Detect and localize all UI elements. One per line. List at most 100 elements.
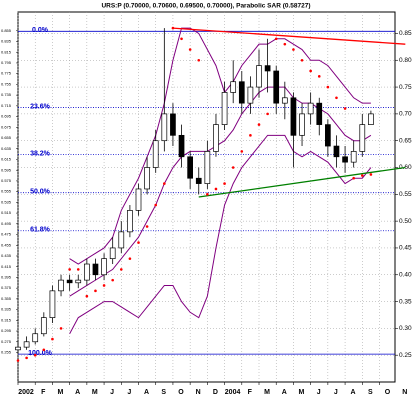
candle-body — [92, 263, 99, 276]
sar-dot — [326, 85, 330, 89]
y-tick-label: 0.70 — [399, 111, 412, 118]
candle-body — [118, 231, 125, 249]
y-left-tick-label: 0.615 — [1, 157, 12, 162]
x-tick-label: F — [41, 389, 46, 396]
y-left-tick-label: 0.275 — [1, 339, 12, 344]
candle-body — [247, 86, 254, 104]
candle-body — [40, 317, 47, 335]
y-tick-label: 0.25 — [399, 352, 412, 359]
x-tick-label: J — [127, 389, 131, 396]
y-left-tick-label: 0.815 — [1, 49, 12, 54]
x-tick-label: 2004 — [225, 389, 241, 396]
y-left-tick-label: 0.295 — [1, 328, 12, 333]
fib-label: 0.0% — [32, 27, 49, 34]
y-left-tick-label: 0.315 — [1, 317, 12, 322]
x-tick-label: A — [351, 389, 356, 396]
sar-dot — [137, 241, 140, 244]
sar-dot — [240, 150, 244, 153]
candle-body — [281, 97, 288, 104]
sar-dot — [343, 107, 347, 110]
candle-body — [109, 247, 116, 260]
sar-dot — [292, 48, 295, 51]
y-tick-label: 0.55 — [399, 191, 412, 198]
candle-body — [66, 279, 73, 284]
sar-dot — [352, 176, 355, 180]
sar-dot — [335, 96, 338, 100]
candle-body — [178, 134, 185, 158]
candle-body — [195, 177, 202, 184]
candle-body — [127, 210, 133, 233]
x-tick-label: J — [334, 389, 338, 396]
candle-body — [238, 81, 245, 104]
candle-body — [307, 102, 314, 115]
y-tick-label: 0.40 — [399, 271, 412, 278]
x-tick-label: A — [75, 389, 80, 396]
sar-dot — [25, 356, 28, 360]
y-left-tick-label: 0.395 — [1, 274, 12, 279]
y-left-tick-label: 0.515 — [1, 210, 12, 215]
y-left-tick-label: 0.555 — [1, 189, 12, 194]
candle-body — [299, 113, 305, 136]
y-left-tick-label: 0.375 — [1, 285, 12, 290]
sar-dot — [188, 48, 192, 51]
candle-body — [213, 124, 219, 152]
sar-dot — [111, 278, 114, 282]
candle-body — [144, 167, 150, 190]
trendline — [172, 27, 406, 45]
y-tick-label: 0.65 — [399, 137, 412, 144]
trendline — [198, 166, 406, 198]
y-left-tick-label: 0.695 — [1, 114, 12, 119]
candle-body — [368, 113, 374, 125]
candle-body — [256, 65, 262, 88]
sar-dot — [59, 327, 63, 330]
fib-label: 50.0% — [30, 189, 51, 196]
candle-body — [170, 113, 176, 136]
x-tick-label: N — [196, 389, 201, 396]
x-tick-label: A — [144, 389, 149, 396]
candle-body — [135, 188, 142, 211]
x-tick-label: D — [213, 389, 218, 396]
y-tick-label: 0.80 — [399, 57, 412, 64]
x-tick-label: M — [299, 389, 305, 396]
sar-dot — [68, 268, 71, 271]
y-left-tick-label: 0.355 — [1, 296, 12, 301]
sar-dot — [51, 337, 54, 341]
x-tick-label: J — [317, 389, 321, 396]
sar-dot — [274, 37, 278, 41]
candle-body — [84, 263, 90, 281]
sar-dot — [33, 353, 37, 357]
candle-body — [290, 97, 297, 136]
candle-body — [316, 102, 323, 125]
chart-title: URS:P (0.70000, 0.70600, 0.69500, 0.7000… — [101, 3, 310, 10]
x-tick-label: O — [385, 389, 391, 396]
y-left-tick-label: 0.335 — [1, 307, 12, 312]
bollinger-upper — [69, 27, 371, 265]
plot-frame — [17, 11, 396, 383]
candle-body — [342, 156, 348, 163]
sar-dot — [309, 69, 312, 73]
y-left-tick-label: 0.435 — [1, 253, 12, 258]
candle-body — [359, 124, 366, 152]
y-left-tick-label: 0.835 — [1, 39, 12, 44]
candle-body — [161, 113, 168, 142]
x-tick-label: 2002 — [18, 389, 34, 396]
candle-body — [264, 65, 271, 72]
y-tick-label: 0.85 — [399, 30, 412, 37]
y-left-tick-label: 0.575 — [1, 178, 12, 183]
candle-body — [101, 258, 107, 276]
candle-body — [23, 341, 30, 348]
x-tick-label: J — [110, 389, 114, 396]
candle-body — [32, 333, 39, 343]
x-tick-label: O — [178, 389, 184, 396]
candle-body — [15, 346, 21, 351]
candle-body — [187, 156, 193, 179]
candle-body — [333, 145, 340, 158]
y-left-tick-label: 0.735 — [1, 92, 12, 97]
y-left-tick-label: 0.595 — [1, 167, 12, 172]
x-tick-label: F — [248, 389, 253, 396]
candle-body — [152, 140, 159, 168]
x-tick-label: M — [92, 389, 98, 396]
y-left-tick-label: 0.475 — [1, 232, 12, 237]
sar-dot — [76, 268, 80, 271]
y-tick-label: 0.60 — [399, 164, 412, 171]
